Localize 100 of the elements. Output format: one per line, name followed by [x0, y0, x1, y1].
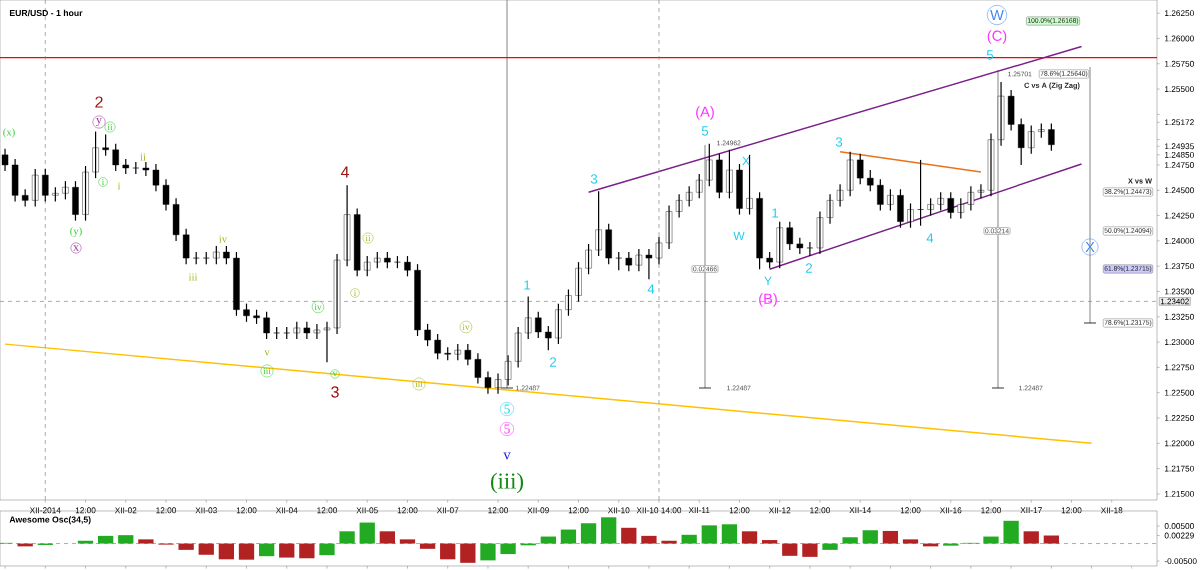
bar	[399, 539, 416, 544]
candlestick	[685, 185, 693, 208]
bar	[983, 536, 999, 544]
y-tick-label: 1.25172	[1165, 119, 1194, 126]
bar	[218, 543, 235, 560]
candlestick	[585, 243, 592, 275]
x-tick-label: XII-03	[195, 507, 217, 514]
candlestick	[545, 325, 552, 351]
candlestick	[484, 370, 492, 395]
candlestick	[856, 153, 864, 185]
annotation: v	[503, 452, 511, 460]
bar	[762, 540, 778, 544]
y-tick-label: 1.24000	[1165, 237, 1194, 244]
bar	[862, 530, 878, 544]
x-tick-label: XII-17	[1020, 507, 1042, 514]
candlestick	[836, 183, 844, 208]
bar	[460, 543, 476, 563]
annotation: iii	[263, 367, 271, 375]
candlestick	[997, 81, 1005, 147]
bar	[118, 535, 134, 544]
candlestick	[112, 143, 119, 172]
candlestick	[82, 165, 89, 222]
annotation: W	[733, 231, 745, 241]
candlestick	[726, 149, 733, 199]
ref-line-label: 1.23402	[1160, 298, 1189, 305]
x-tick-label: 12:00	[488, 507, 509, 514]
bar	[701, 525, 717, 544]
candlestick	[213, 245, 220, 265]
candlestick	[474, 352, 482, 385]
bar	[601, 517, 617, 544]
x-tick-label: 12:00	[729, 507, 750, 514]
text: Awesome Osc(34,5)	[9, 516, 91, 525]
candlestick	[806, 241, 814, 257]
bar	[580, 523, 597, 544]
candlestick	[1028, 124, 1035, 155]
annotation: iii	[188, 273, 198, 281]
y-tick-label: 0.00500	[1164, 523, 1194, 529]
candlestick	[42, 168, 49, 202]
x-tick-label: XII-10	[607, 507, 630, 514]
x-tick-label: XII-18	[1100, 507, 1123, 514]
y-tick-label: 1.26250	[1165, 10, 1194, 17]
candlestick	[142, 161, 150, 177]
y-tick-label: 1.25750	[1165, 60, 1194, 67]
y-tick-label: 1.24500	[1165, 187, 1194, 194]
annotation: ii	[140, 153, 146, 161]
candlestick	[1017, 117, 1025, 166]
y-tick-label: 1.23500	[1165, 288, 1194, 295]
x-tick-label: XII-04	[275, 507, 298, 514]
x-tick-label: 12:00	[156, 507, 177, 514]
candlestick	[977, 183, 985, 199]
annotation: iv	[219, 235, 228, 243]
x-tick-label: XII-14	[849, 507, 871, 514]
candlestick	[917, 159, 924, 227]
candlestick	[102, 134, 109, 157]
bar	[258, 543, 275, 557]
bar	[822, 543, 838, 550]
candlestick	[464, 343, 472, 366]
annotation: v	[332, 371, 338, 377]
annotation: 5	[701, 126, 709, 136]
candlestick	[72, 180, 79, 222]
candlestick	[595, 190, 602, 257]
annotation: i	[353, 289, 357, 297]
bar	[178, 543, 194, 550]
annotation: 5	[504, 404, 510, 414]
annotation: 3	[835, 137, 843, 147]
bar	[1003, 520, 1019, 544]
candlestick	[323, 321, 331, 363]
bar	[359, 522, 375, 544]
bar	[902, 539, 919, 544]
candlestick	[696, 173, 703, 199]
y-tick-label: 1.25500	[1165, 86, 1194, 92]
y-tick-label: -0.00500	[1164, 558, 1197, 565]
candlestick	[575, 261, 582, 303]
candlestick	[414, 263, 421, 337]
annotation: iv	[462, 323, 470, 331]
candlestick	[635, 248, 643, 272]
candlestick	[182, 228, 190, 265]
candlestick	[11, 158, 19, 202]
candlestick	[333, 253, 341, 335]
x-tick-label: XII-12	[768, 507, 791, 514]
annotation: (y)	[70, 227, 82, 237]
y-tick-label: 1.23250	[1165, 313, 1194, 320]
bar	[98, 535, 114, 544]
candlestick	[736, 163, 743, 216]
candlestick	[716, 153, 723, 199]
annotation: (A)	[696, 106, 714, 120]
candlestick	[1, 148, 9, 172]
candlestick	[706, 143, 713, 187]
annotation: 4	[647, 284, 655, 294]
annotation: 5	[504, 424, 510, 434]
candlestick	[645, 248, 653, 280]
candlestick	[152, 163, 160, 192]
y-tick-label: 1.22750	[1165, 364, 1194, 371]
bar	[681, 534, 697, 544]
annotation: (C)	[987, 30, 1007, 44]
candlestick	[675, 193, 683, 219]
candlestick	[32, 168, 39, 208]
candlestick	[786, 221, 793, 251]
candlestick	[897, 188, 904, 229]
bar	[661, 540, 677, 544]
